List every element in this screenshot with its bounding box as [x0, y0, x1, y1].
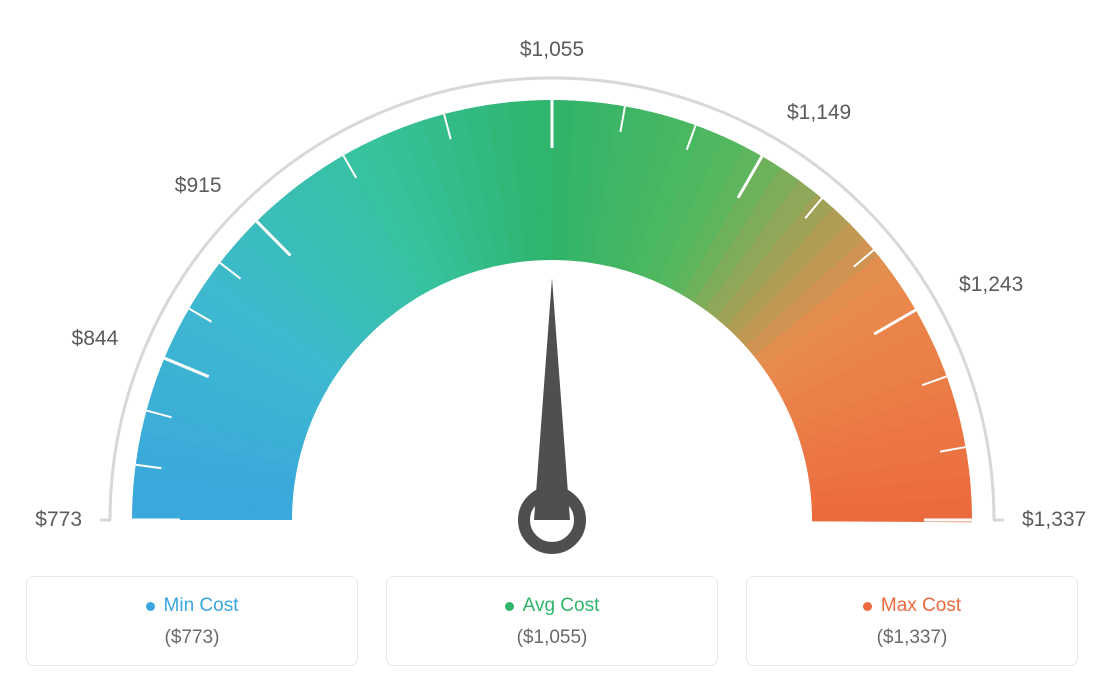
- legend-min-title: Min Cost: [146, 595, 239, 617]
- legend: Min Cost ($773) Avg Cost ($1,055) Max Co…: [0, 576, 1104, 666]
- legend-avg-title: Avg Cost: [505, 595, 600, 617]
- gauge-tick-label: $1,243: [959, 273, 1023, 297]
- legend-avg-box: Avg Cost ($1,055): [386, 576, 718, 666]
- legend-min-value: ($773): [37, 627, 347, 649]
- gauge-tick-label: $915: [175, 174, 222, 198]
- legend-max-title: Max Cost: [863, 595, 961, 617]
- legend-avg-label: Avg Cost: [523, 595, 600, 617]
- gauge-tick-label: $844: [72, 327, 119, 351]
- gauge: $773 $844 $915 $1,055 $1,149 $1,243 $1,337: [0, 0, 1104, 560]
- legend-min-box: Min Cost ($773): [26, 576, 358, 666]
- dot-icon: [505, 602, 514, 611]
- legend-max-value: ($1,337): [757, 627, 1067, 649]
- gauge-tick-label: $1,055: [520, 38, 584, 62]
- dot-icon: [863, 602, 872, 611]
- gauge-svg: [0, 0, 1104, 560]
- legend-min-label: Min Cost: [164, 595, 239, 617]
- gauge-tick-label: $1,337: [1022, 508, 1086, 532]
- gauge-tick-label: $1,149: [787, 101, 851, 125]
- gauge-tick-label: $773: [35, 508, 82, 532]
- legend-avg-value: ($1,055): [397, 627, 707, 649]
- legend-max-label: Max Cost: [881, 595, 961, 617]
- legend-max-box: Max Cost ($1,337): [746, 576, 1078, 666]
- gauge-chart-container: $773 $844 $915 $1,055 $1,149 $1,243 $1,337 Min…: [0, 0, 1104, 690]
- dot-icon: [146, 602, 155, 611]
